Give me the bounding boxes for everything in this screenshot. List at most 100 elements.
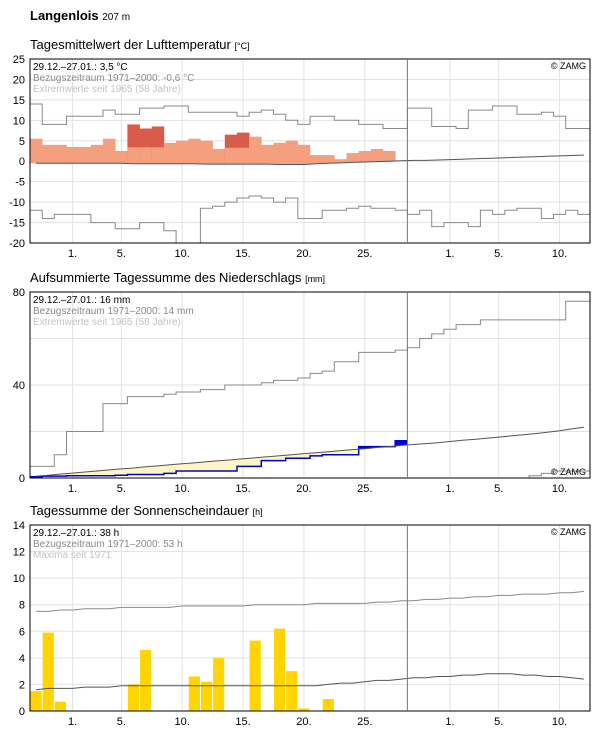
x-tick-label: 1. <box>68 716 77 728</box>
legend-line-2: Bezugszeitraum 1971–2000: 53 h <box>33 539 183 550</box>
legend-line-2: Bezugszeitraum 1971–2000: -0,6 °C <box>33 73 194 84</box>
temperature-bar <box>273 142 286 165</box>
copyright-label: © ZAMG <box>551 467 586 477</box>
sunshine-maxima-line <box>36 590 584 612</box>
x-tick-label: 5. <box>494 716 503 728</box>
temperature-bar <box>346 153 359 163</box>
temperature-chart-title: Tagesmittelwert der Lufttemperatur [°C] <box>30 37 250 52</box>
sunshine-bar <box>54 701 67 711</box>
x-tick-label: 5. <box>117 248 126 260</box>
y-tick-label: 0 <box>19 473 25 485</box>
x-tick-label: 20. <box>296 248 311 260</box>
temperature-bar <box>115 151 128 164</box>
precip-deficit-fill <box>90 471 104 476</box>
precipitation-title-text: Aufsummierte Tagessumme des Niederschlag… <box>30 270 302 285</box>
y-tick-label: 40 <box>13 380 25 392</box>
plot-frame <box>29 58 591 244</box>
precip-deficit-fill <box>322 451 335 455</box>
temperature-bar <box>310 155 323 164</box>
legend-line-1: 29.12.–27.01.: 16 mm <box>33 295 130 306</box>
y-tick-label: 25 <box>13 54 25 66</box>
temperature-bar <box>90 144 104 164</box>
sunshine-bar <box>286 671 298 711</box>
sunshine-bar <box>322 699 334 711</box>
precipitation-chart: 0 40 80 1. 5. 10. 15. 20. 25. 1. 5. 10. © ZAMG 29.12.… <box>13 287 591 495</box>
temperature-bar-base <box>139 147 153 164</box>
temperature-bar <box>103 138 116 164</box>
temperature-bar <box>261 144 274 165</box>
x-tick-label: 25. <box>357 716 372 728</box>
x-tick-label: 1. <box>445 483 454 495</box>
sunshine-bar <box>200 681 213 711</box>
y-tick-label: -5 <box>15 177 25 189</box>
y-tick-label: 12 <box>13 547 25 559</box>
sunshine-title-text: Tagessumme der Sonnenscheindauer <box>30 503 249 518</box>
precip-deficit-fill <box>249 457 262 467</box>
normal-line <box>36 154 584 165</box>
precip-deficit-fill <box>78 471 92 476</box>
copyright-label: © ZAMG <box>551 61 586 71</box>
temperature-bar <box>370 148 384 162</box>
y-tick-label: 10 <box>13 573 25 585</box>
x-tick-label: 5. <box>494 248 503 260</box>
sunshine-bar <box>188 676 200 711</box>
precip-record-max-line <box>30 300 590 467</box>
precip-deficit-fill <box>297 453 311 459</box>
temperature-chart: -20 -15 -10 -5 0 5 10 15 20 25 1. 5. 10. 15. 20. 25. 1. 5… <box>9 54 591 260</box>
precipitation-unit: [mm] <box>305 274 326 284</box>
temperature-bar <box>334 159 347 163</box>
y-tick-label: -15 <box>9 218 25 230</box>
x-tick-label: 5. <box>117 716 126 728</box>
x-tick-label: 25. <box>357 483 372 495</box>
temperature-bar-base <box>236 147 250 165</box>
x-tick-label: 10. <box>175 248 190 260</box>
precip-deficit-fill <box>127 468 140 475</box>
sunshine-bar <box>42 632 54 711</box>
x-tick-label: 20. <box>296 483 311 495</box>
x-tick-label: 25. <box>357 248 372 260</box>
temperature-bar <box>212 148 226 165</box>
y-tick-label: 0 <box>19 706 25 718</box>
precip-deficit-fill <box>236 458 250 467</box>
temperature-bar <box>383 151 396 162</box>
x-tick-label: 15. <box>235 248 250 260</box>
y-tick-label: 80 <box>13 287 25 299</box>
x-tick-label: 10. <box>552 248 567 260</box>
temperature-bar <box>297 144 311 165</box>
copyright-label: © ZAMG <box>551 527 586 537</box>
precip-deficit-fill <box>188 462 201 472</box>
record-max-line <box>30 103 590 129</box>
x-tick-label: 10. <box>175 716 190 728</box>
legend-line-1: 29.12.–27.01.: 38 h <box>33 528 119 539</box>
precip-deficit-fill <box>212 460 226 472</box>
x-tick-label: 10. <box>552 716 567 728</box>
sunshine-bar <box>30 691 42 711</box>
y-tick-label: 5 <box>19 136 25 148</box>
temperature-title-text: Tagesmittelwert der Lufttemperatur <box>30 37 231 52</box>
precip-normal-line <box>36 426 584 477</box>
precip-surplus-fill <box>395 440 408 446</box>
temperature-bar <box>249 136 262 165</box>
precip-deficit-fill <box>176 463 189 472</box>
y-tick-label: -10 <box>9 197 25 209</box>
precip-deficit-fill <box>285 454 299 459</box>
y-tick-label: 20 <box>13 74 25 86</box>
temperature-bar <box>30 138 43 164</box>
sunshine-chart-title: Tagessumme der Sonnenscheindauer [h] <box>30 503 263 518</box>
y-tick-label: 10 <box>13 115 25 127</box>
temperature-bar-base <box>224 147 238 165</box>
precip-surplus-fill <box>358 446 372 449</box>
precip-deficit-fill <box>151 465 165 475</box>
x-tick-label: 5. <box>117 483 126 495</box>
y-tick-label: 15 <box>13 95 25 107</box>
temperature-bar-base <box>151 147 165 164</box>
plot-frame <box>29 291 591 479</box>
record-min-line <box>30 195 590 244</box>
precip-deficit-fill <box>261 456 274 461</box>
sunshine-normal-line <box>36 673 584 691</box>
legend-line-3: Extremwerte seit 1965 (58 Jahre) <box>33 317 181 328</box>
precip-deficit-fill <box>224 459 238 472</box>
precip-deficit-fill <box>273 455 286 461</box>
precip-deficit-fill <box>66 473 79 476</box>
